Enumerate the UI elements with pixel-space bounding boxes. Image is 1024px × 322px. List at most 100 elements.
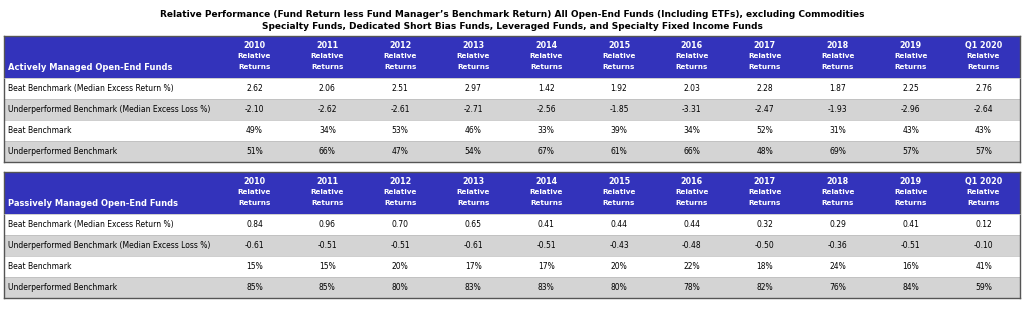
Bar — [4, 78, 1020, 99]
Text: 0.32: 0.32 — [757, 220, 773, 229]
Text: -0.51: -0.51 — [390, 241, 410, 250]
Text: -0.51: -0.51 — [537, 241, 556, 250]
Bar — [4, 120, 1020, 141]
Text: 2.28: 2.28 — [757, 84, 773, 93]
Text: Returns: Returns — [968, 200, 999, 206]
Text: Relative: Relative — [238, 189, 271, 195]
Text: 2010: 2010 — [244, 41, 265, 50]
Text: 2017: 2017 — [754, 177, 776, 186]
Text: Returns: Returns — [821, 64, 854, 70]
Text: Returns: Returns — [821, 200, 854, 206]
Text: 2016: 2016 — [681, 41, 702, 50]
Text: 0.70: 0.70 — [392, 220, 409, 229]
Text: 2015: 2015 — [608, 177, 630, 186]
Text: Beat Benchmark (Median Excess Return %): Beat Benchmark (Median Excess Return %) — [8, 84, 174, 93]
Text: -2.62: -2.62 — [317, 105, 337, 114]
Text: 2012: 2012 — [389, 41, 412, 50]
Text: -1.85: -1.85 — [609, 105, 629, 114]
Text: 80%: 80% — [610, 283, 628, 292]
Text: 2016: 2016 — [681, 177, 702, 186]
Text: 18%: 18% — [757, 262, 773, 271]
Text: -2.10: -2.10 — [245, 105, 264, 114]
Text: 47%: 47% — [392, 147, 409, 156]
Bar — [4, 141, 1020, 162]
Text: -2.64: -2.64 — [974, 105, 993, 114]
Text: 39%: 39% — [610, 126, 628, 135]
Text: 2012: 2012 — [389, 177, 412, 186]
Text: Relative Performance (Fund Return less Fund Manager’s Benchmark Return) All Open: Relative Performance (Fund Return less F… — [160, 10, 864, 19]
Text: -0.51: -0.51 — [317, 241, 337, 250]
Text: 0.96: 0.96 — [318, 220, 336, 229]
Text: 43%: 43% — [902, 126, 920, 135]
Text: 84%: 84% — [902, 283, 919, 292]
Text: 1.42: 1.42 — [538, 84, 554, 93]
Text: 59%: 59% — [975, 283, 992, 292]
Text: Underperformed Benchmark (Median Excess Loss %): Underperformed Benchmark (Median Excess … — [8, 241, 210, 250]
Text: Returns: Returns — [603, 64, 635, 70]
Text: Relative: Relative — [310, 189, 344, 195]
Text: 0.41: 0.41 — [538, 220, 555, 229]
Text: Returns: Returns — [239, 200, 270, 206]
Text: -2.61: -2.61 — [390, 105, 410, 114]
Text: Relative: Relative — [821, 53, 854, 59]
Text: Returns: Returns — [311, 200, 343, 206]
Text: 54%: 54% — [465, 147, 481, 156]
Text: -0.50: -0.50 — [755, 241, 775, 250]
Text: 17%: 17% — [538, 262, 554, 271]
Bar — [4, 214, 1020, 235]
Text: 85%: 85% — [319, 283, 336, 292]
Text: 0.44: 0.44 — [610, 220, 628, 229]
Text: Underperformed Benchmark (Median Excess Loss %): Underperformed Benchmark (Median Excess … — [8, 105, 210, 114]
Text: 53%: 53% — [392, 126, 409, 135]
Text: 46%: 46% — [465, 126, 481, 135]
Text: -0.51: -0.51 — [901, 241, 921, 250]
Bar — [4, 99, 1020, 120]
Text: 20%: 20% — [392, 262, 409, 271]
Bar — [4, 36, 1020, 78]
Text: 2019: 2019 — [899, 177, 922, 186]
Text: 2011: 2011 — [316, 177, 338, 186]
Text: Returns: Returns — [384, 200, 417, 206]
Text: -0.43: -0.43 — [609, 241, 629, 250]
Text: 2014: 2014 — [535, 177, 557, 186]
Text: 2013: 2013 — [462, 41, 484, 50]
Text: 2014: 2014 — [535, 41, 557, 50]
Text: Relative: Relative — [529, 53, 563, 59]
Text: Returns: Returns — [676, 64, 709, 70]
Text: Returns: Returns — [457, 200, 489, 206]
Text: 48%: 48% — [757, 147, 773, 156]
Text: Relative: Relative — [457, 53, 489, 59]
Bar — [4, 235, 1020, 256]
Text: Beat Benchmark (Median Excess Return %): Beat Benchmark (Median Excess Return %) — [8, 220, 174, 229]
Text: 2017: 2017 — [754, 41, 776, 50]
Text: Relative: Relative — [310, 53, 344, 59]
Text: Returns: Returns — [894, 64, 927, 70]
Text: 1.87: 1.87 — [829, 84, 846, 93]
Text: Relative: Relative — [894, 189, 928, 195]
Text: Relative: Relative — [749, 53, 781, 59]
Text: 49%: 49% — [246, 126, 263, 135]
Text: 2015: 2015 — [608, 41, 630, 50]
Bar — [4, 256, 1020, 277]
Text: 22%: 22% — [684, 262, 700, 271]
Text: 80%: 80% — [392, 283, 409, 292]
Text: Relative: Relative — [238, 53, 271, 59]
Text: 69%: 69% — [829, 147, 846, 156]
Text: -0.48: -0.48 — [682, 241, 701, 250]
Text: -0.61: -0.61 — [245, 241, 264, 250]
Text: 15%: 15% — [319, 262, 336, 271]
Text: 0.44: 0.44 — [683, 220, 700, 229]
Text: 43%: 43% — [975, 126, 992, 135]
Text: Q1 2020: Q1 2020 — [965, 177, 1002, 186]
Text: 2010: 2010 — [244, 177, 265, 186]
Text: Relative: Relative — [384, 189, 417, 195]
Text: 78%: 78% — [684, 283, 700, 292]
Text: Specialty Funds, Dedicated Short Bias Funds, Leveraged Funds, and Specialty Fixe: Specialty Funds, Dedicated Short Bias Fu… — [261, 22, 763, 31]
Text: Passively Managed Open-End Funds: Passively Managed Open-End Funds — [8, 199, 178, 208]
Text: 2.06: 2.06 — [318, 84, 336, 93]
Text: Returns: Returns — [749, 64, 781, 70]
Text: 2.76: 2.76 — [975, 84, 992, 93]
Text: Relative: Relative — [457, 189, 489, 195]
Text: Returns: Returns — [968, 64, 999, 70]
Text: Beat Benchmark: Beat Benchmark — [8, 262, 72, 271]
